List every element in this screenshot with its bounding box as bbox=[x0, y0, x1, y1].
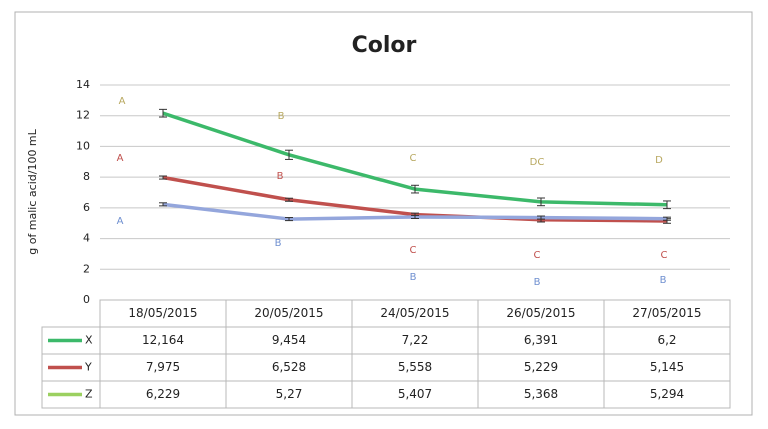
significance-letter: C bbox=[661, 250, 668, 261]
legend-label: Y bbox=[84, 361, 92, 374]
table-value: 9,454 bbox=[272, 333, 306, 347]
significance-letter: A bbox=[117, 216, 124, 227]
y-axis-label: g of malic acid/100 mL bbox=[26, 128, 39, 254]
legend-label: Z bbox=[85, 388, 93, 401]
significance-letter: C bbox=[534, 250, 541, 261]
table-value: 7,22 bbox=[402, 333, 429, 347]
x-tick-label: 24/05/2015 bbox=[380, 306, 449, 320]
table-value: 6,229 bbox=[146, 387, 180, 401]
table-value: 5,368 bbox=[524, 387, 558, 401]
significance-letter: DC bbox=[530, 157, 545, 168]
table-value: 5,145 bbox=[650, 360, 684, 374]
significance-letter: B bbox=[275, 238, 282, 249]
y-tick-label: 6 bbox=[83, 201, 90, 214]
table-value: 7,975 bbox=[146, 360, 180, 374]
y-tick-label: 4 bbox=[83, 232, 90, 245]
x-tick-label: 26/05/2015 bbox=[506, 306, 575, 320]
significance-letter: C bbox=[410, 245, 417, 256]
x-tick-label: 20/05/2015 bbox=[254, 306, 323, 320]
significance-letter: B bbox=[277, 171, 284, 182]
table-cell bbox=[603, 380, 731, 409]
legend-label: X bbox=[85, 334, 93, 347]
significance-letter: B bbox=[278, 111, 285, 122]
table-value: 12,164 bbox=[142, 333, 184, 347]
chart-title: Color bbox=[352, 33, 417, 58]
significance-letter: D bbox=[655, 155, 663, 166]
table-value: 6,391 bbox=[524, 333, 558, 347]
table-value: 5,558 bbox=[398, 360, 432, 374]
table-value: 6,2 bbox=[657, 333, 676, 347]
y-tick-label: 2 bbox=[83, 262, 90, 275]
table-value: 5,407 bbox=[398, 387, 432, 401]
x-tick-label: 27/05/2015 bbox=[632, 306, 701, 320]
significance-letter: B bbox=[660, 275, 667, 286]
table-value: 5,294 bbox=[650, 387, 684, 401]
y-tick-label: 8 bbox=[83, 170, 90, 183]
table-value: 5,229 bbox=[524, 360, 558, 374]
table-value: 5,27 bbox=[276, 387, 303, 401]
y-tick-label: 10 bbox=[76, 139, 90, 152]
table-value: 6,528 bbox=[272, 360, 306, 374]
y-tick-label: 0 bbox=[83, 293, 90, 306]
x-tick-label: 18/05/2015 bbox=[128, 306, 197, 320]
y-tick-label: 12 bbox=[76, 109, 90, 122]
chart-frame bbox=[14, 11, 753, 416]
significance-letter: B bbox=[534, 277, 541, 288]
y-tick-label: 14 bbox=[76, 78, 90, 91]
significance-letter: A bbox=[117, 153, 124, 164]
significance-letter: C bbox=[410, 153, 417, 164]
table-cell bbox=[41, 380, 101, 409]
significance-letter: A bbox=[119, 96, 126, 107]
significance-letter: B bbox=[410, 272, 417, 283]
